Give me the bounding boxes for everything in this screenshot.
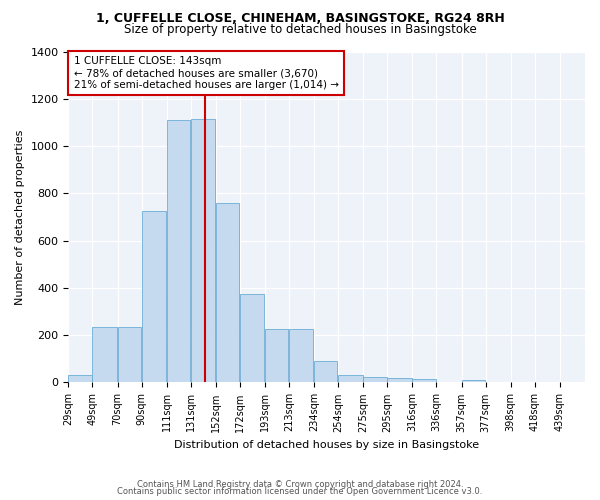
Bar bbox=[142, 211, 166, 382]
Text: 1, CUFFELLE CLOSE, CHINEHAM, BASINGSTOKE, RG24 8RH: 1, CUFFELLE CLOSE, CHINEHAM, BASINGSTOKE… bbox=[95, 12, 505, 26]
Bar bbox=[92, 327, 117, 382]
Bar bbox=[461, 380, 485, 382]
Y-axis label: Number of detached properties: Number of detached properties bbox=[15, 130, 25, 304]
Text: 1 CUFFELLE CLOSE: 143sqm
← 78% of detached houses are smaller (3,670)
21% of sem: 1 CUFFELLE CLOSE: 143sqm ← 78% of detach… bbox=[74, 56, 338, 90]
Bar bbox=[68, 376, 92, 382]
Bar bbox=[265, 330, 288, 382]
Text: Contains HM Land Registry data © Crown copyright and database right 2024.: Contains HM Land Registry data © Crown c… bbox=[137, 480, 463, 489]
Bar bbox=[387, 378, 412, 382]
Bar bbox=[167, 120, 190, 382]
X-axis label: Distribution of detached houses by size in Basingstoke: Distribution of detached houses by size … bbox=[174, 440, 479, 450]
Bar bbox=[118, 327, 141, 382]
Bar bbox=[289, 330, 313, 382]
Text: Contains public sector information licensed under the Open Government Licence v3: Contains public sector information licen… bbox=[118, 487, 482, 496]
Bar bbox=[412, 379, 436, 382]
Bar bbox=[191, 119, 215, 382]
Bar bbox=[240, 294, 264, 382]
Bar bbox=[216, 203, 239, 382]
Bar bbox=[314, 361, 337, 382]
Bar bbox=[363, 376, 386, 382]
Bar bbox=[338, 376, 362, 382]
Text: Size of property relative to detached houses in Basingstoke: Size of property relative to detached ho… bbox=[124, 22, 476, 36]
